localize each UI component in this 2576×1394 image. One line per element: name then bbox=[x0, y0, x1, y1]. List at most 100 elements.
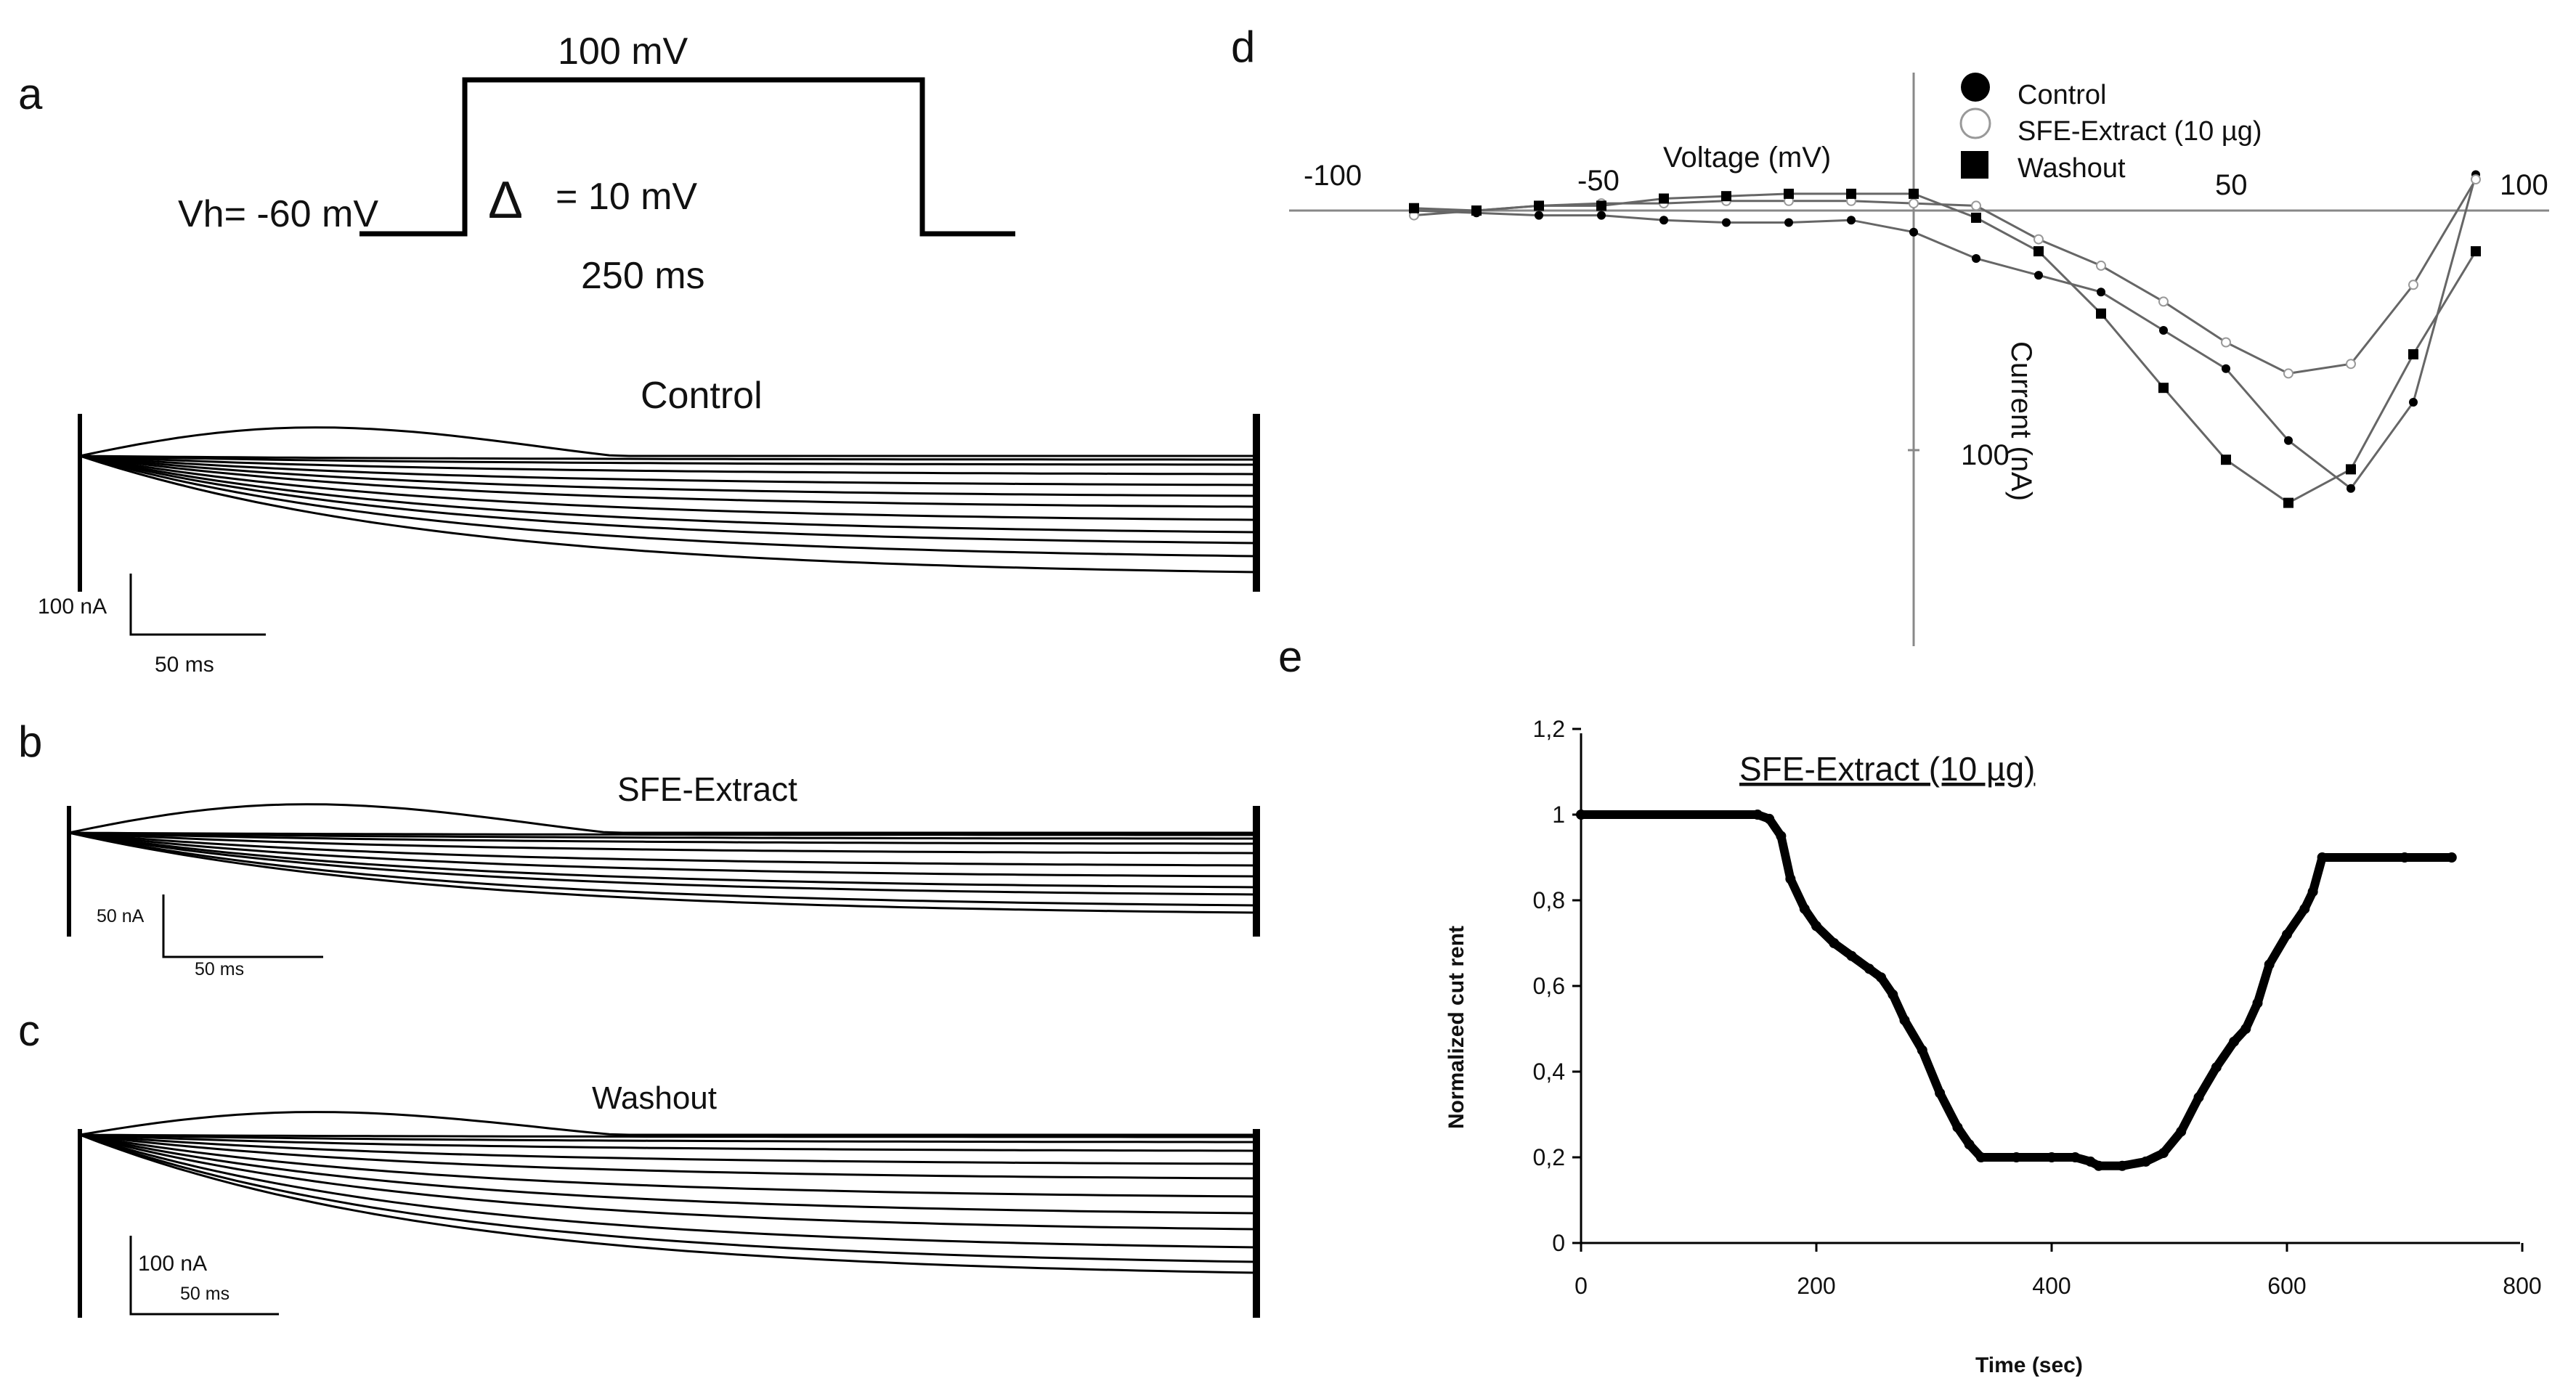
current-trace bbox=[79, 455, 1257, 534]
voltage-protocol: 100 mV Vh= -60 mV Δ = 10 mV 250 ms bbox=[178, 30, 1015, 297]
tc-point bbox=[1799, 903, 1810, 914]
current-trace bbox=[68, 831, 1256, 840]
scale-bar-control: 100 nA 50 ms bbox=[38, 574, 266, 677]
iv-xtick-50: 50 bbox=[2215, 169, 2248, 201]
tc-point bbox=[2140, 1156, 2151, 1167]
iv-point-control bbox=[1597, 211, 1606, 220]
tc-point bbox=[1811, 921, 1821, 932]
iv-ytick-100: 100 bbox=[1961, 439, 2010, 471]
tc-ytick-label: 0 bbox=[1552, 1230, 1565, 1256]
tc-point bbox=[2400, 852, 2410, 863]
traces-sfe bbox=[67, 803, 1260, 937]
protocol-step bbox=[359, 77, 1015, 237]
tc-point bbox=[2193, 1092, 2204, 1103]
iv-x-axis-label: Voltage (mV) bbox=[1663, 142, 1831, 174]
iv-point-control bbox=[1847, 216, 1856, 225]
legend-label-sfe: SFE-Extract (10 µg) bbox=[2018, 116, 2262, 147]
tc-x-axis-label: Time (sec) bbox=[1975, 1353, 2083, 1377]
tc-point bbox=[1952, 1122, 1963, 1133]
iv-xtick-100: 100 bbox=[2500, 169, 2548, 201]
iv-line-control bbox=[1413, 174, 2477, 490]
tc-point bbox=[1975, 1152, 1986, 1162]
legend-marker-control bbox=[1961, 73, 1990, 102]
tc-point bbox=[2117, 1160, 2128, 1171]
iv-point-washout bbox=[2408, 349, 2418, 359]
current-trace bbox=[79, 1133, 1257, 1165]
tc-point bbox=[1876, 972, 1887, 983]
current-trace bbox=[68, 831, 1256, 845]
current-trace bbox=[79, 455, 1256, 466]
panel-label-c: c bbox=[18, 1006, 40, 1055]
tc-point bbox=[1964, 1139, 1975, 1150]
scale-time-washout: 50 ms bbox=[180, 1284, 229, 1304]
iv-point-sfe bbox=[2221, 337, 2231, 348]
trace-title-washout: Washout bbox=[592, 1080, 717, 1116]
protocol-delta-symbol: Δ bbox=[488, 171, 523, 229]
current-trace bbox=[68, 831, 1257, 878]
current-trace bbox=[68, 831, 1256, 836]
current-trace bbox=[79, 1133, 1257, 1180]
timecourse-chart: 0 0,2 0,4 0,6 0,8 1 1,2 0 200 400 600 800 SFE-Extra… bbox=[1445, 716, 2542, 1377]
legend-marker-washout bbox=[1961, 151, 1988, 179]
scale-current-washout: 100 nA bbox=[138, 1252, 207, 1276]
tc-series-group bbox=[1576, 810, 2457, 1171]
scale-bar-washout: 100 nA 50 ms bbox=[129, 1236, 279, 1316]
trace-title-sfe: SFE-Extract bbox=[617, 770, 797, 808]
tc-point bbox=[2158, 1148, 2169, 1159]
current-trace bbox=[79, 455, 1256, 461]
iv-point-control bbox=[1784, 218, 1793, 227]
tc-y-axis-label: Normalized cut rent bbox=[1445, 926, 1468, 1129]
traces-washout bbox=[78, 1111, 1260, 1318]
current-trace bbox=[79, 455, 1257, 497]
legend-marker-sfe bbox=[1959, 107, 1991, 139]
iv-point-sfe bbox=[2471, 174, 2481, 185]
tc-ytick-label: 0,8 bbox=[1533, 887, 1565, 913]
iv-point-washout bbox=[1784, 188, 1794, 199]
scale-bar-sfe: 50 nA 50 ms bbox=[97, 894, 323, 979]
panel-label-b: b bbox=[18, 717, 42, 766]
tc-ytick-label: 0,6 bbox=[1533, 973, 1565, 999]
iv-xtick-neg100: -100 bbox=[1304, 160, 1362, 192]
protocol-holding: Vh= -60 mV bbox=[178, 193, 378, 235]
protocol-delta-text: = 10 mV bbox=[556, 176, 697, 218]
iv-point-control bbox=[2034, 271, 2043, 280]
iv-point-control bbox=[2409, 398, 2418, 407]
tc-point bbox=[1752, 810, 1763, 820]
tc-point bbox=[1899, 1015, 1910, 1026]
tc-point bbox=[2047, 1152, 2057, 1162]
iv-line-washout bbox=[1413, 192, 2477, 505]
tc-ytick-label: 0,4 bbox=[1533, 1059, 1565, 1085]
tc-point bbox=[2176, 1126, 2187, 1137]
tc-point bbox=[2229, 1036, 2240, 1047]
current-trace bbox=[79, 455, 1257, 508]
iv-series-group bbox=[1409, 170, 2481, 508]
iv-point-washout bbox=[1721, 191, 1731, 202]
tc-ytick-label: 0,2 bbox=[1533, 1144, 1565, 1170]
scale-current-sfe: 50 nA bbox=[97, 906, 145, 926]
iv-point-sfe bbox=[1971, 200, 1981, 211]
iv-point-washout bbox=[1534, 200, 1544, 211]
tc-point bbox=[1864, 963, 1874, 974]
current-trace bbox=[68, 831, 1257, 914]
current-trace bbox=[79, 455, 1257, 545]
iv-point-sfe bbox=[2158, 296, 2169, 307]
trace-title-control: Control bbox=[641, 375, 763, 417]
tc-point bbox=[1846, 950, 1857, 961]
current-trace bbox=[79, 1133, 1257, 1231]
panel-label-d: d bbox=[1231, 23, 1255, 71]
tc-point bbox=[2282, 929, 2292, 940]
current-trace bbox=[79, 1133, 1257, 1215]
scale-current-control: 100 nA bbox=[38, 595, 107, 619]
current-trace bbox=[68, 831, 1257, 889]
iv-point-sfe bbox=[2408, 280, 2418, 290]
scale-time-control: 50 ms bbox=[155, 653, 214, 677]
current-trace bbox=[68, 831, 1257, 867]
current-trace bbox=[79, 1133, 1256, 1144]
tc-xtick-label: 0 bbox=[1575, 1273, 1588, 1299]
tc-point bbox=[1917, 1045, 1927, 1056]
iv-point-washout bbox=[1971, 212, 1981, 223]
current-trace bbox=[79, 426, 1256, 457]
iv-point-washout bbox=[2283, 497, 2293, 508]
tc-point bbox=[2307, 886, 2318, 897]
iv-point-washout bbox=[1471, 205, 1482, 216]
